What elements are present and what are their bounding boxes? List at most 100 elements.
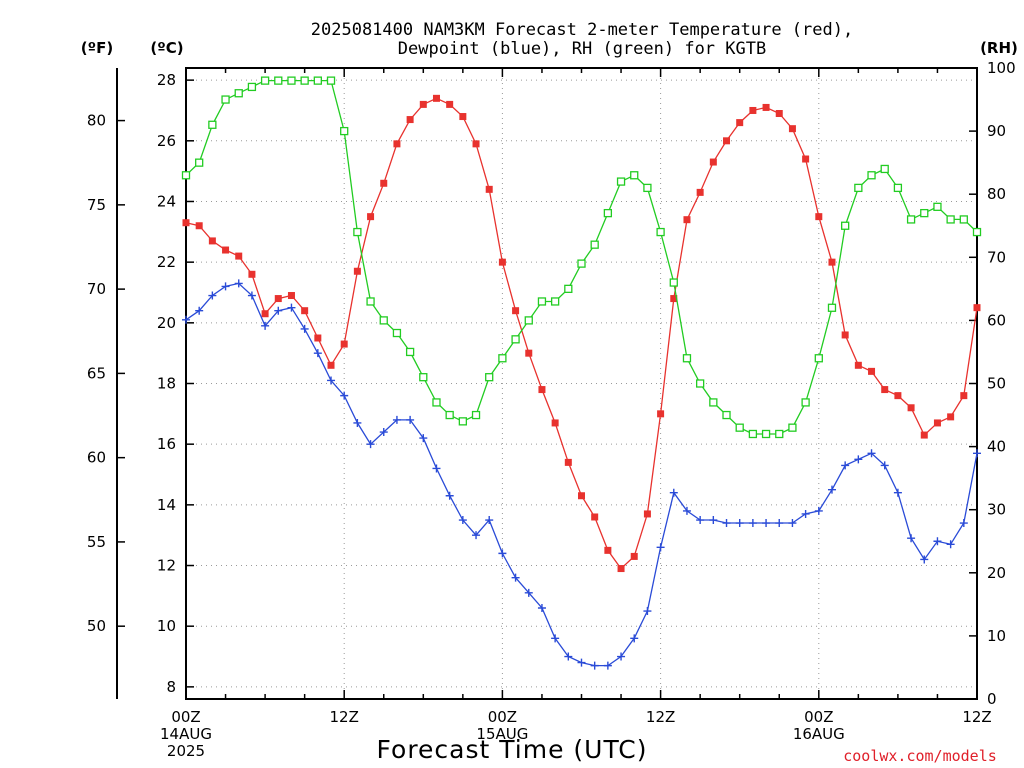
y-tick-label-rh: 90: [987, 122, 1006, 140]
data-point-rh: [524, 316, 533, 325]
data-point-rh: [906, 215, 916, 224]
data-point-dewpoint: [603, 661, 612, 670]
data-point-rh: [537, 297, 547, 306]
data-point-dewpoint: [221, 282, 230, 291]
data-point-temperature: [340, 340, 348, 348]
data-point-temperature: [630, 552, 638, 560]
data-point-dewpoint: [577, 658, 586, 667]
data-point-temperature: [274, 295, 282, 303]
data-point-dewpoint: [551, 634, 560, 643]
data-point-rh: [590, 240, 599, 249]
data-point-rh: [366, 297, 375, 306]
data-point-dewpoint: [748, 519, 757, 528]
y-tick-label-rh: 70: [987, 248, 1006, 266]
data-point-temperature: [472, 140, 480, 148]
unit-rh: (RH): [980, 39, 1018, 57]
data-point-temperature: [327, 361, 335, 369]
data-point-temperature: [551, 419, 559, 427]
data-point-rh: [419, 373, 428, 382]
data-point-dewpoint: [630, 634, 639, 643]
data-point-rh: [353, 227, 362, 237]
data-point-temperature: [907, 404, 915, 412]
data-point-dewpoint: [247, 291, 256, 300]
data-point-temperature: [841, 331, 849, 339]
data-point-temperature: [723, 137, 731, 145]
data-point-temperature: [868, 367, 876, 375]
data-point-rh: [630, 171, 639, 180]
data-point-temperature: [380, 179, 388, 187]
data-point-dewpoint: [933, 537, 942, 546]
data-point-temperature: [459, 113, 467, 121]
data-point-temperature: [696, 188, 704, 196]
data-point-dewpoint: [735, 519, 744, 528]
data-point-temperature: [314, 334, 322, 342]
data-point-temperature: [762, 103, 770, 111]
data-point-dewpoint: [524, 588, 533, 597]
data-point-rh: [972, 227, 982, 237]
data-point-rh: [300, 76, 309, 85]
data-point-temperature: [432, 94, 440, 102]
data-point-dewpoint: [327, 376, 336, 385]
data-point-dewpoint: [379, 428, 388, 437]
x-tick-label: 15AUG: [476, 725, 528, 743]
data-point-dewpoint: [392, 415, 401, 424]
data-point-dewpoint: [366, 440, 375, 449]
x-tick-label: 00Z: [488, 708, 517, 726]
data-point-rh: [326, 76, 336, 85]
data-point-dewpoint: [867, 449, 876, 458]
y-tick-label-celsius: 28: [157, 71, 176, 89]
data-point-temperature: [222, 246, 230, 254]
data-point-dewpoint: [406, 415, 415, 424]
data-point-rh: [669, 278, 678, 287]
data-point-dewpoint: [537, 603, 546, 612]
data-point-dewpoint: [511, 573, 520, 582]
data-point-temperature: [287, 292, 295, 300]
y-tick-label-celsius: 18: [157, 375, 176, 393]
data-point-temperature: [512, 307, 520, 315]
x-tick-label: 00Z: [804, 708, 833, 726]
data-point-rh: [221, 95, 230, 104]
data-point-dewpoint: [682, 506, 691, 515]
data-point-temperature: [749, 106, 757, 114]
data-point-rh: [801, 398, 810, 407]
data-point-temperature: [261, 310, 269, 318]
y-tick-label-celsius: 12: [157, 557, 176, 575]
series-line-dewpoint: [185, 282, 978, 667]
y-tick-label-fahrenheit: 55: [87, 533, 106, 551]
data-point-temperature: [591, 513, 599, 521]
data-point-temperature: [578, 492, 585, 500]
y-tick-label-celsius: 16: [157, 435, 176, 453]
data-point-rh: [195, 158, 204, 167]
data-point-temperature: [564, 458, 572, 466]
data-point-rh: [485, 373, 494, 382]
y-tick-label-celsius: 8: [166, 678, 176, 696]
data-point-temperature: [525, 349, 533, 357]
data-point-dewpoint: [696, 516, 705, 525]
data-point-dewpoint: [313, 349, 322, 358]
x-tick-label: 16AUG: [793, 725, 845, 743]
y-tick-label-rh: 100: [987, 59, 1016, 77]
data-point-dewpoint: [762, 519, 771, 528]
data-point-rh: [577, 259, 586, 268]
y-tick-label-celsius: 14: [157, 496, 176, 514]
data-point-temperature: [485, 185, 493, 193]
data-point-temperature: [446, 100, 454, 108]
data-point-rh: [775, 429, 784, 439]
data-point-dewpoint: [458, 516, 467, 525]
data-point-rh: [550, 297, 560, 306]
data-point-temperature: [353, 267, 361, 275]
data-point-dewpoint: [485, 516, 494, 525]
data-point-temperature: [775, 110, 783, 118]
x-tick-label: 12Z: [646, 708, 675, 726]
data-point-rh: [260, 76, 270, 85]
data-point-temperature: [894, 392, 902, 400]
data-point-temperature: [670, 295, 678, 303]
data-point-dewpoint: [617, 652, 626, 661]
data-point-dewpoint: [854, 455, 863, 464]
series-line-rh: [185, 79, 978, 435]
y-tick-label-rh: 10: [987, 627, 1006, 645]
data-point-temperature: [802, 155, 810, 163]
data-point-dewpoint: [801, 509, 810, 518]
data-point-temperature: [854, 361, 862, 369]
y-tick-label-celsius: 26: [157, 132, 176, 150]
